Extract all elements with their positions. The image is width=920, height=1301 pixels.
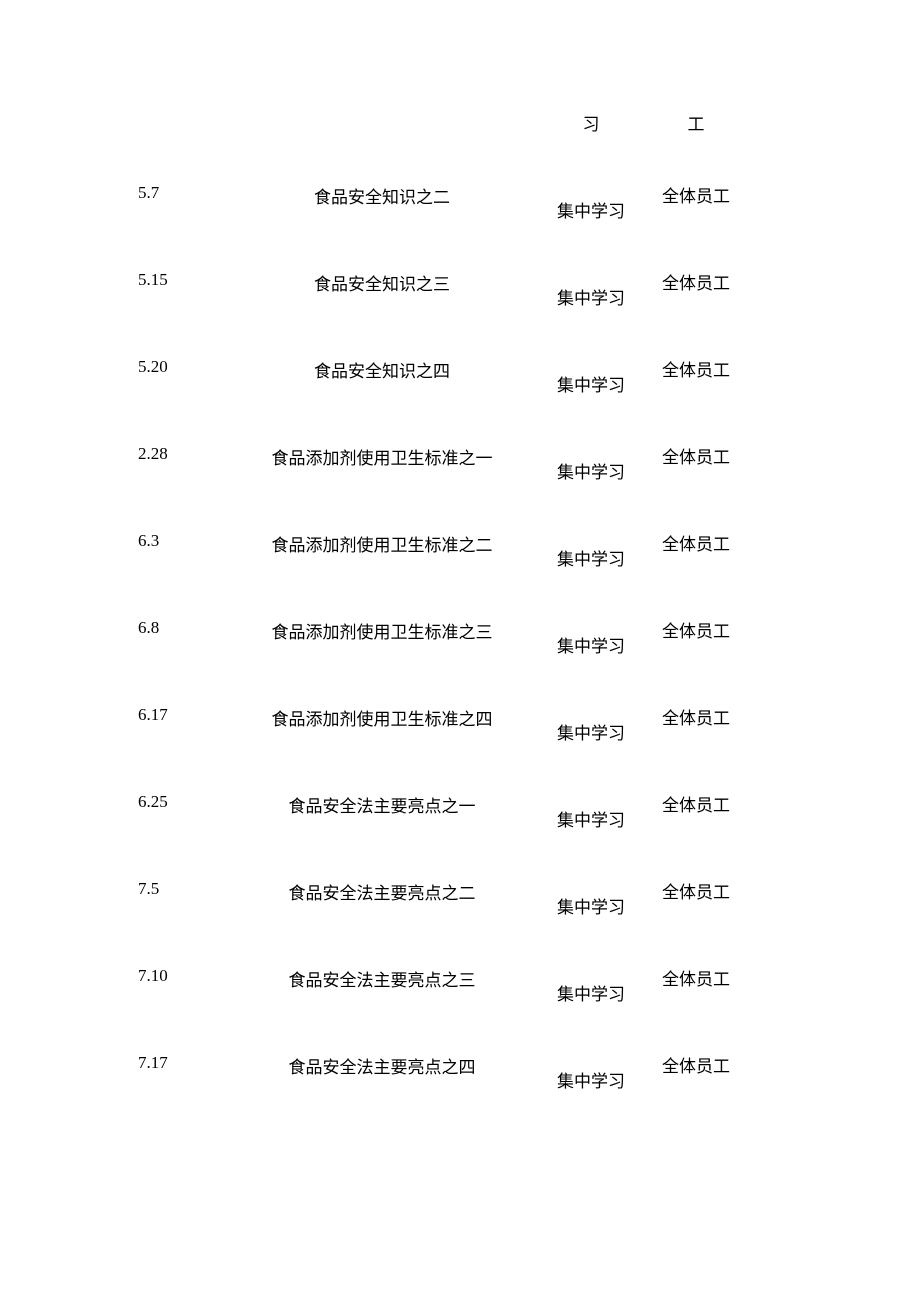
cell-participants: 全体员工 [656, 531, 736, 558]
header-method-fragment: 习 [526, 110, 656, 135]
table-row: 7.5 食品安全法主要亮点之二 集中学习 全体员工 [138, 879, 782, 918]
cell-participants: 全体员工 [656, 705, 736, 732]
table-row: 6.3 食品添加剂使用卫生标准之二 集中学习 全体员工 [138, 531, 782, 570]
training-schedule-table: 习 工 5.7 食品安全知识之二 集中学习 全体员工 5.15 食品安全知识之三… [138, 110, 782, 1092]
cell-method: 集中学习 [526, 879, 656, 918]
table-row: 6.8 食品添加剂使用卫生标准之三 集中学习 全体员工 [138, 618, 782, 657]
header-participants-fragment: 工 [656, 110, 736, 135]
cell-date: 5.15 [138, 270, 238, 290]
cell-method: 集中学习 [526, 705, 656, 744]
cell-date: 5.7 [138, 183, 238, 203]
cell-topic: 食品添加剂使用卫生标准之一 [238, 444, 526, 469]
cell-date: 7.5 [138, 879, 238, 899]
cell-topic: 食品安全法主要亮点之四 [238, 1053, 526, 1078]
cell-method: 集中学习 [526, 531, 656, 570]
cell-participants: 全体员工 [656, 270, 736, 297]
table-row: 5.20 食品安全知识之四 集中学习 全体员工 [138, 357, 782, 396]
table-row: 7.10 食品安全法主要亮点之三 集中学习 全体员工 [138, 966, 782, 1005]
cell-method: 集中学习 [526, 618, 656, 657]
cell-topic: 食品添加剂使用卫生标准之二 [238, 531, 526, 556]
cell-date: 2.28 [138, 444, 238, 464]
cell-participants: 全体员工 [656, 1053, 736, 1080]
cell-date: 6.3 [138, 531, 238, 551]
cell-date: 5.20 [138, 357, 238, 377]
cell-participants: 全体员工 [656, 966, 736, 993]
cell-participants: 全体员工 [656, 879, 736, 906]
cell-method: 集中学习 [526, 1053, 656, 1092]
cell-topic: 食品添加剂使用卫生标准之四 [238, 705, 526, 730]
cell-method: 集中学习 [526, 183, 656, 222]
cell-method: 集中学习 [526, 357, 656, 396]
cell-topic: 食品安全知识之四 [238, 357, 526, 382]
cell-date: 7.17 [138, 1053, 238, 1073]
table-row: 6.25 食品安全法主要亮点之一 集中学习 全体员工 [138, 792, 782, 831]
cell-topic: 食品安全法主要亮点之二 [238, 879, 526, 904]
table-row: 5.7 食品安全知识之二 集中学习 全体员工 [138, 183, 782, 222]
cell-participants: 全体员工 [656, 444, 736, 471]
table-row: 7.17 食品安全法主要亮点之四 集中学习 全体员工 [138, 1053, 782, 1092]
cell-date: 6.25 [138, 792, 238, 812]
table-row: 5.15 食品安全知识之三 集中学习 全体员工 [138, 270, 782, 309]
cell-method: 集中学习 [526, 966, 656, 1005]
cell-topic: 食品安全知识之二 [238, 183, 526, 208]
cell-date: 7.10 [138, 966, 238, 986]
cell-participants: 全体员工 [656, 618, 736, 645]
cell-date: 6.17 [138, 705, 238, 725]
cell-topic: 食品安全法主要亮点之一 [238, 792, 526, 817]
cell-participants: 全体员工 [656, 792, 736, 819]
cell-method: 集中学习 [526, 270, 656, 309]
cell-topic: 食品安全法主要亮点之三 [238, 966, 526, 991]
cell-participants: 全体员工 [656, 357, 736, 384]
cell-topic: 食品安全知识之三 [238, 270, 526, 295]
table-row: 6.17 食品添加剂使用卫生标准之四 集中学习 全体员工 [138, 705, 782, 744]
cell-date: 6.8 [138, 618, 238, 638]
cell-topic: 食品添加剂使用卫生标准之三 [238, 618, 526, 643]
table-header-fragment: 习 工 [138, 110, 782, 135]
cell-method: 集中学习 [526, 792, 656, 831]
cell-method: 集中学习 [526, 444, 656, 483]
table-row: 2.28 食品添加剂使用卫生标准之一 集中学习 全体员工 [138, 444, 782, 483]
cell-participants: 全体员工 [656, 183, 736, 210]
